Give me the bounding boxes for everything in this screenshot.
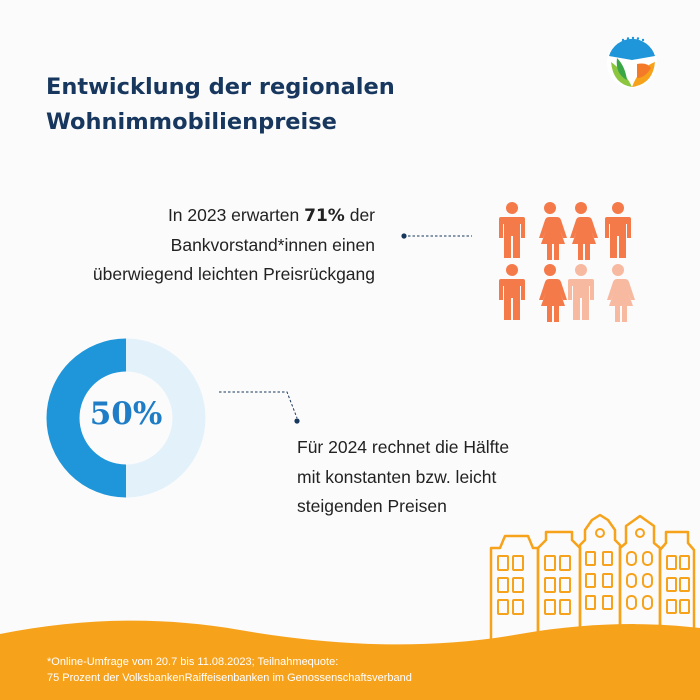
- stat-2024-line-1: Für 2024 rechnet die Hälfte: [297, 437, 510, 457]
- stat-2023-text: In 2023 erwarten 71% der Bankvorstand*in…: [45, 201, 375, 289]
- person-icon-7-male: [568, 264, 594, 320]
- page-title: Entwicklung der regionalen Wohnimmobilie…: [46, 70, 506, 140]
- title-line-1: Entwicklung der regionalen: [46, 74, 395, 100]
- connector-dot-2023: [401, 233, 407, 239]
- title-line-2: Wohnimmobilienpreise: [46, 109, 337, 135]
- stat-2023-line-2: Bankvorstand*innen einen: [170, 235, 375, 255]
- stat-2024-text: Für 2024 rechnet die Hälfte mit konstant…: [297, 433, 597, 522]
- stat-2024-line-3: steigenden Preisen: [297, 496, 447, 516]
- person-icon-5-male: [499, 264, 525, 320]
- connector-dot-2024: [294, 418, 300, 424]
- footnote-line-1: *Online-Umfrage vom 20.7 bis 11.08.2023;…: [47, 656, 339, 668]
- logo-icon: [607, 36, 657, 88]
- stat-2024-line-2: mit konstanten bzw. leicht: [297, 466, 497, 487]
- person-icon-2-female: [539, 202, 567, 260]
- stat-2023-prefix: In 2023 erwarten: [167, 205, 305, 225]
- person-icon-8-female: [607, 264, 635, 322]
- person-icon-6-female: [539, 264, 567, 322]
- donut-slice-2: [46, 338, 206, 498]
- stat-2023-suffix: der: [344, 205, 375, 225]
- person-icon-4-male: [605, 202, 631, 258]
- connector-line-2024: [219, 391, 298, 419]
- person-icon-3-female: [570, 202, 598, 260]
- footer-wave: [0, 620, 700, 700]
- footnote: *Online-Umfrage vom 20.7 bis 11.08.2023;…: [47, 655, 412, 686]
- person-icon-1-male: [499, 202, 525, 258]
- stat-2023-line-3: überwiegend leichten Preisrückgang: [92, 264, 375, 284]
- donut-value-label: 50%: [89, 396, 163, 432]
- stat-2023-percent: 71%: [304, 206, 345, 226]
- footnote-line-2: 75 Prozent der VolksbankenRaiffeisenbank…: [47, 671, 412, 684]
- stat-2023-line-1: In 2023 erwarten 71% der: [45, 201, 375, 231]
